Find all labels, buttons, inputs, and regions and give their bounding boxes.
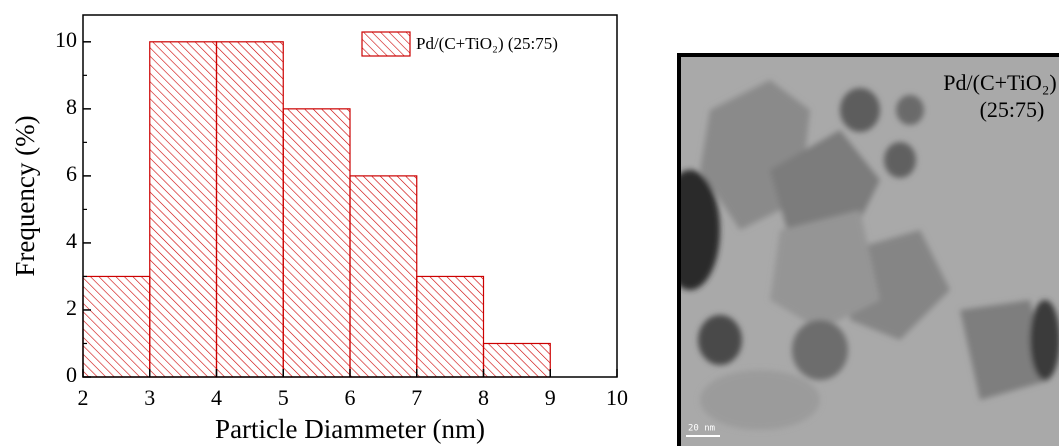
x-tick-label: 2 (78, 385, 89, 410)
y-tick-label: 6 (66, 161, 77, 186)
y-tick-label: 8 (66, 94, 77, 119)
x-tick-label: 7 (411, 385, 422, 410)
x-tick-label: 6 (345, 385, 356, 410)
x-tick-label: 8 (478, 385, 489, 410)
y-axis-title: Frequency (%) (10, 115, 40, 276)
histogram-bar (417, 276, 484, 377)
y-tick-label: 2 (66, 295, 77, 320)
histogram-bar (150, 42, 217, 377)
legend-label: Pd/(C+TiO₂) (25:75) (416, 34, 558, 53)
x-axis-title: Particle Diammeter (nm) (215, 414, 485, 444)
y-tick-label: 4 (66, 228, 77, 253)
image-label: (25:75) (980, 97, 1045, 122)
x-tick-label: 4 (211, 385, 222, 410)
histogram-bar (283, 109, 350, 377)
histogram-bar (83, 276, 150, 377)
scale-bar-label: 20 nm (688, 424, 715, 434)
figure: Pd/(C+TiO₂) (25:75) 20 nm Particle Diamm… (0, 0, 1059, 446)
x-tick-label: 3 (144, 385, 155, 410)
y-tick-label: 0 (66, 362, 77, 387)
histogram-bar (484, 343, 551, 377)
y-tick-label: 10 (55, 27, 77, 52)
legend-swatch (362, 32, 410, 56)
x-tick-label: 10 (606, 385, 628, 410)
x-tick-label: 9 (545, 385, 556, 410)
image-label: Pd/(C+TiO₂) (943, 70, 1056, 95)
histogram-bar (350, 176, 417, 377)
histogram-bar (217, 42, 284, 377)
x-tick-label: 5 (278, 385, 289, 410)
